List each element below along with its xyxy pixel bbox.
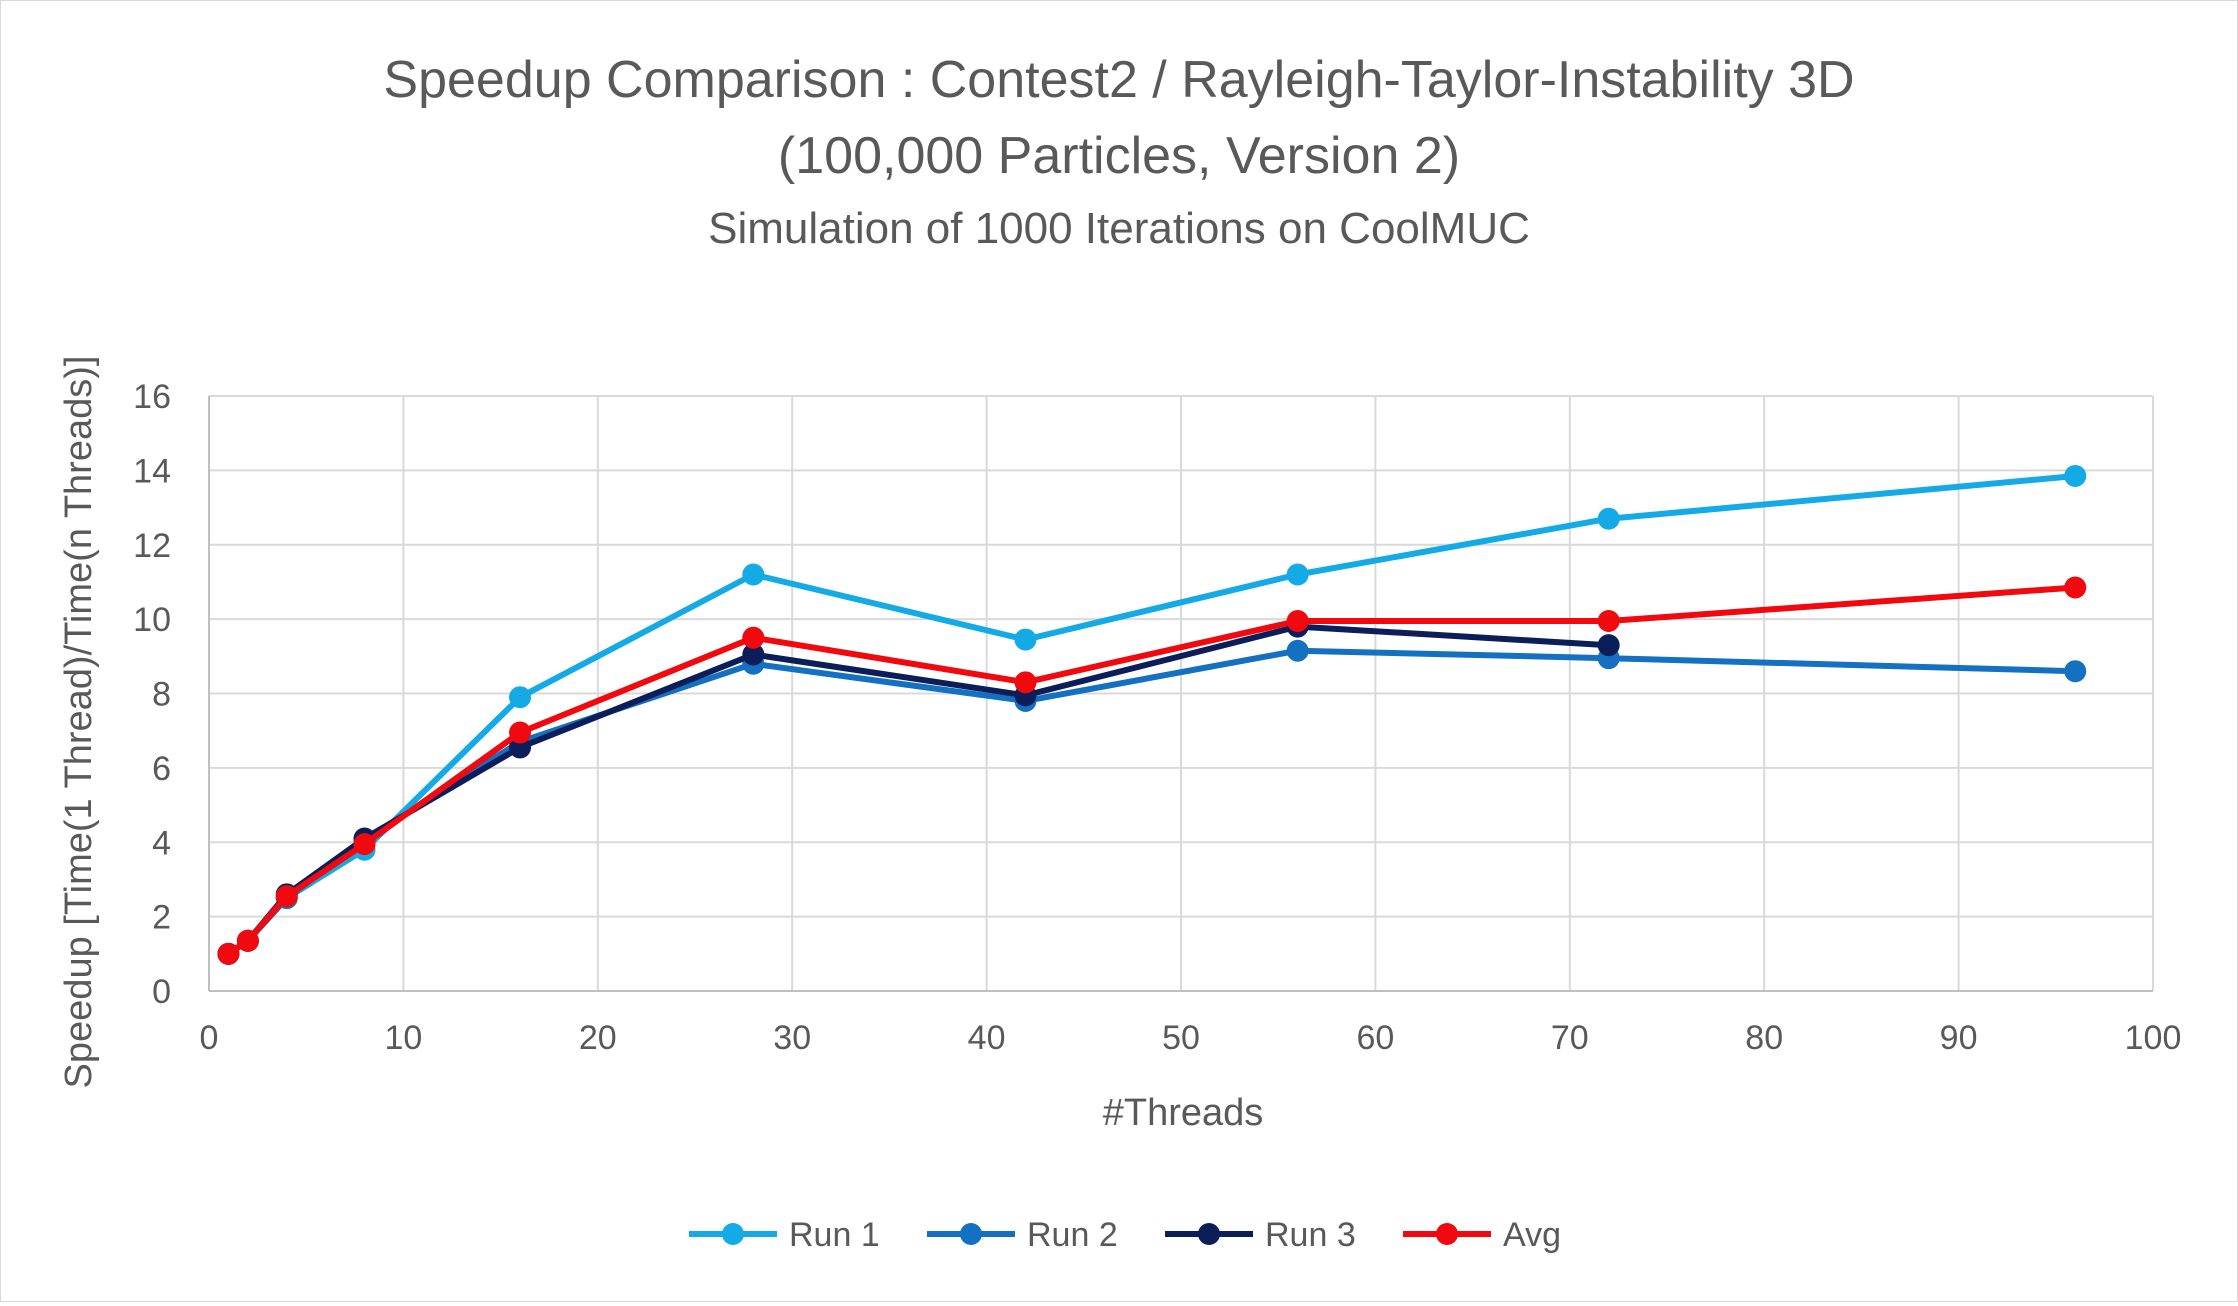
data-point-avg	[275, 885, 298, 908]
series-line-avg	[225, 584, 2079, 957]
x-tick-label: 90	[1940, 1019, 1978, 1057]
y-tick-label: 6	[152, 750, 171, 788]
y-tick-label: 16	[133, 378, 171, 416]
x-tick-label: 70	[1551, 1019, 1589, 1057]
data-point-avg	[1286, 609, 1309, 632]
data-point-avg	[236, 929, 259, 952]
chart-title-line2: (100,000 Particles, Version 2)	[778, 127, 1460, 185]
legend-swatch-marker	[1198, 1223, 1220, 1245]
x-tick-label: 50	[1162, 1019, 1200, 1057]
series-run-1	[217, 464, 2087, 965]
axis-lines	[208, 396, 2153, 992]
chart-title: Speedup Comparison : Contest2 / Rayleigh…	[383, 51, 1854, 109]
series-line-run-2	[225, 647, 2079, 957]
data-point-run-1	[2064, 464, 2087, 487]
legend-label: Run 2	[1027, 1216, 1118, 1254]
data-point-run-3	[1597, 634, 1620, 657]
y-axis-label: Speedup [Time(1 Thread)/Time(n Threads)]	[58, 356, 100, 1089]
legend-item-run-1: Run 1	[689, 1216, 880, 1254]
legend-item-avg: Avg	[1403, 1216, 1561, 1254]
x-axis-label: #Threads	[1103, 1092, 1264, 1134]
x-tick-label: 80	[1745, 1019, 1783, 1057]
data-point-run-1	[1286, 563, 1309, 586]
x-tick-label: 100	[2125, 1019, 2182, 1057]
y-tick-label: 8	[152, 676, 171, 714]
data-point-run-1	[1597, 507, 1620, 530]
y-tick-label: 14	[133, 452, 171, 490]
data-point-avg	[509, 721, 532, 744]
data-point-avg	[353, 833, 376, 856]
data-point-run-1	[1014, 628, 1037, 651]
x-tick-label: 40	[968, 1019, 1006, 1057]
legend-item-run-2: Run 2	[927, 1216, 1118, 1254]
y-tick-label: 12	[133, 527, 171, 565]
data-point-run-1	[509, 686, 532, 709]
gridlines	[209, 395, 2154, 991]
legend-label: Avg	[1503, 1216, 1561, 1254]
data-point-avg	[2064, 576, 2087, 599]
y-tick-label: 10	[133, 601, 171, 639]
data-point-avg	[217, 942, 240, 965]
legend-swatch-marker	[722, 1223, 744, 1245]
legend-swatch-marker	[1436, 1223, 1458, 1245]
series-layer	[217, 464, 2087, 965]
legend-label: Run 3	[1265, 1216, 1356, 1254]
data-point-run-2	[1286, 639, 1309, 662]
data-point-run-1	[742, 563, 765, 586]
series-avg	[217, 576, 2087, 965]
data-point-avg	[742, 626, 765, 649]
y-tick-label: 4	[152, 824, 171, 862]
legend: Run 1 Run 2 Run 3 Avg	[689, 1216, 1561, 1254]
legend-label: Run 1	[789, 1216, 880, 1254]
y-tick-label: 2	[152, 899, 171, 937]
data-point-run-3	[742, 643, 765, 666]
data-point-avg	[1014, 671, 1037, 694]
data-point-avg	[1597, 609, 1620, 632]
y-tick-label: 0	[152, 973, 171, 1011]
data-point-run-2	[2064, 660, 2087, 683]
legend-swatch-marker	[960, 1223, 982, 1245]
x-tick-label: 60	[1356, 1019, 1394, 1057]
x-tick-label: 0	[200, 1019, 219, 1057]
x-tick-label: 20	[579, 1019, 617, 1057]
x-tick-label: 30	[773, 1019, 811, 1057]
legend-item-run-3: Run 3	[1165, 1216, 1356, 1254]
y-tick-labels: 0 2 4 6 8 10 12 14 16	[133, 378, 171, 1011]
x-tick-labels: 0 10 20 30 40 50 60 70 80 90 100	[200, 1019, 2182, 1057]
chart-subtitle: Simulation of 1000 Iterations on CoolMUC	[708, 204, 1530, 253]
series-line-run-1	[225, 473, 2079, 957]
x-tick-label: 10	[384, 1019, 422, 1057]
